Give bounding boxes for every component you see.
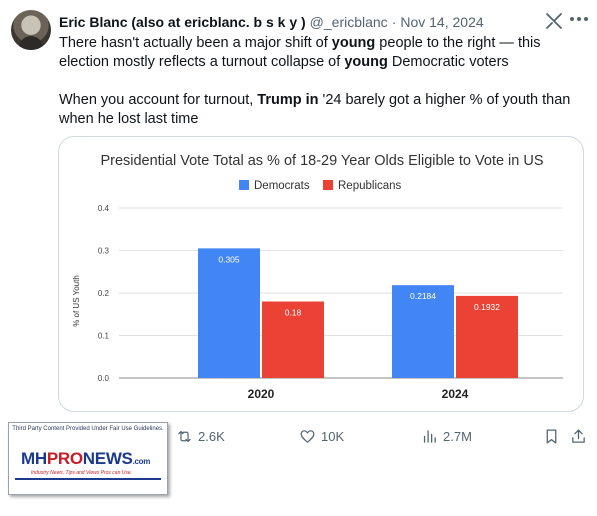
like-button[interactable]: 10K	[299, 426, 344, 446]
y-tick-label: 0.4	[98, 204, 110, 213]
views-icon	[423, 429, 436, 443]
bookmark-button[interactable]	[543, 426, 560, 446]
author-avatar[interactable]	[11, 10, 51, 50]
chart-legend: Democrats Republicans	[239, 180, 402, 192]
tweet-paragraph-1: There hasn't actually been a major shift…	[59, 35, 541, 70]
y-tick-label: 0.2	[98, 289, 110, 298]
bar-value-label: 0.2184	[410, 291, 436, 301]
retweet-button[interactable]: 2.6K	[176, 426, 225, 446]
x-tick-label: 2024	[442, 387, 469, 401]
x-tick-label: 2020	[248, 387, 275, 401]
bar-republicans-2024	[456, 295, 518, 378]
share-button[interactable]	[570, 426, 587, 446]
chart-title: Presidential Vote Total as % of 18-29 Ye…	[100, 153, 543, 169]
y-axis-title: % of US Youth	[72, 275, 81, 327]
bar-value-label: 0.305	[218, 254, 240, 264]
y-tick-label: 0.3	[98, 247, 110, 256]
y-tick-label: 0.0	[98, 374, 110, 383]
retweet-icon	[178, 430, 191, 442]
author-name[interactable]: Eric Blanc (also at ericblanc. b s k y )	[59, 14, 306, 30]
more-icon[interactable]	[570, 17, 588, 23]
retweet-count: 2.6K	[198, 428, 225, 444]
tweet-text: There hasn't actually been a major shift…	[59, 34, 584, 129]
bar-value-label: 0.1932	[474, 302, 500, 312]
bar-chart: Presidential Vote Total as % of 18-29 Ye…	[72, 153, 563, 401]
header-separator: ·	[391, 14, 397, 30]
bar-democrats-2024	[392, 285, 454, 378]
watermark-tagline: Industry News, Tips and Views Pros can U…	[31, 470, 133, 476]
grok-icon[interactable]	[545, 12, 563, 30]
watermark-disclaimer: Third Party Content Provided Under Fair …	[12, 426, 164, 432]
like-count: 10K	[321, 428, 345, 444]
tweet-date[interactable]: Nov 14, 2024	[400, 14, 484, 30]
share-icon	[572, 428, 585, 443]
views-button[interactable]: 2.7M	[421, 426, 472, 446]
author-handle[interactable]: @_ericblanc	[309, 14, 388, 30]
tweet-actions: 2.6K 10K 2.7M	[0, 426, 597, 446]
tweet-header: Eric Blanc (also at ericblanc. b s k y )…	[59, 12, 484, 32]
legend-swatch-republicans	[323, 180, 333, 190]
bookmark-icon	[546, 428, 557, 444]
legend-label-republicans: Republicans	[338, 180, 402, 192]
tweet-paragraph-2: When you account for turnout, Trump in '…	[59, 92, 571, 127]
heart-icon	[300, 429, 315, 443]
views-count: 2.7M	[443, 428, 472, 444]
watermark-divider	[15, 478, 161, 480]
bar-value-label: 0.18	[285, 308, 302, 318]
mhpronews-logo: MHPRONEWS.com	[21, 449, 151, 468]
legend-swatch-democrats	[239, 180, 249, 190]
legend-label-democrats: Democrats	[254, 180, 310, 192]
bar-republicans-2020	[262, 301, 324, 378]
y-tick-label: 0.1	[98, 332, 110, 341]
bar-democrats-2020	[198, 248, 260, 378]
mhpronews-watermark: Third Party Content Provided Under Fair …	[8, 422, 168, 495]
chart-image[interactable]: Presidential Vote Total as % of 18-29 Ye…	[58, 136, 584, 412]
